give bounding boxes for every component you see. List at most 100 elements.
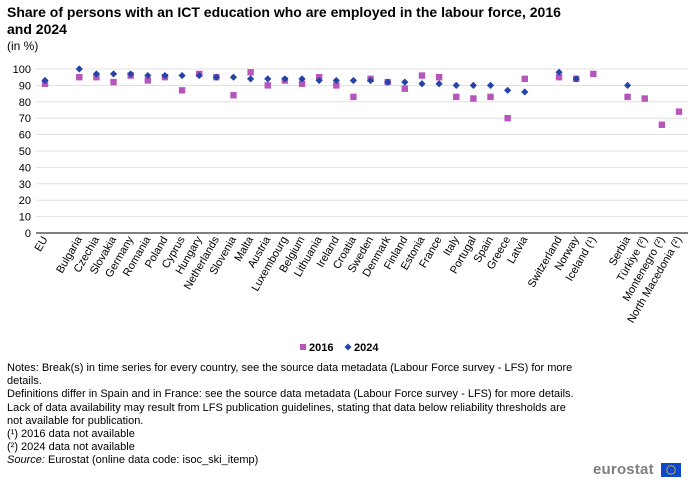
point-2024 bbox=[75, 65, 83, 73]
flag-star bbox=[666, 466, 669, 469]
eurostat-logo: eurostat bbox=[593, 461, 682, 479]
point-2016 bbox=[624, 93, 631, 101]
point-2016 bbox=[453, 93, 460, 101]
point-2016 bbox=[590, 70, 597, 78]
point-2016 bbox=[247, 69, 254, 76]
y-tick-label: 90 bbox=[19, 80, 31, 92]
point-2016 bbox=[658, 121, 666, 128]
legend-label-2016: 2016 bbox=[309, 342, 333, 354]
point-2024 bbox=[366, 76, 375, 85]
y-axis-ticks: 0 10 20 30 40 50 60 70 80 90 100 bbox=[13, 64, 31, 240]
point-2016 bbox=[521, 75, 528, 83]
flag-star bbox=[674, 466, 676, 469]
y-tick-label: 60 bbox=[19, 130, 31, 142]
flag-star bbox=[668, 472, 670, 475]
point-2016 bbox=[333, 82, 340, 89]
eu-flag-icon bbox=[661, 462, 682, 477]
point-2024 bbox=[384, 78, 392, 86]
chart-title: Share of persons with an ICT education w… bbox=[7, 4, 561, 37]
point-2016 bbox=[144, 77, 152, 84]
point-2016 bbox=[504, 115, 511, 122]
point-2024 bbox=[555, 68, 563, 76]
point-2016 bbox=[401, 85, 409, 92]
point-2024 bbox=[418, 80, 426, 88]
point-2024 bbox=[247, 75, 255, 83]
flag-star bbox=[674, 469, 677, 471]
point-2024 bbox=[486, 81, 495, 89]
point-2024 bbox=[92, 70, 101, 78]
y-tick-label: 40 bbox=[19, 162, 31, 174]
point-2024 bbox=[178, 71, 186, 80]
legend-marker-2016 bbox=[300, 344, 306, 350]
source-line: Source: Eurostat (online data code: isoc… bbox=[7, 454, 577, 467]
flag-star bbox=[674, 471, 676, 473]
point-2016 bbox=[230, 92, 237, 99]
y-tick-label: 10 bbox=[19, 212, 31, 224]
note-line: Definitions differ in Spain and in Franc… bbox=[7, 388, 574, 401]
point-2024 bbox=[349, 76, 358, 85]
point-2024 bbox=[229, 73, 238, 81]
point-2016 bbox=[470, 95, 477, 102]
point-2016 bbox=[418, 72, 426, 79]
note-line: Lack of data availability may result fro… bbox=[7, 401, 566, 427]
point-2024 bbox=[401, 78, 409, 86]
point-2016 bbox=[76, 74, 83, 81]
note-line: (¹) 2016 data not available bbox=[7, 428, 135, 441]
y-tick-label: 20 bbox=[19, 195, 31, 207]
point-2024 bbox=[264, 75, 272, 83]
flag-star bbox=[668, 465, 670, 467]
point-2016 bbox=[487, 93, 494, 101]
point-2016 bbox=[435, 74, 443, 81]
x-tick-label: EU bbox=[33, 234, 51, 253]
point-2024 bbox=[315, 76, 323, 85]
flag-star bbox=[666, 471, 669, 473]
point-2024 bbox=[212, 73, 220, 81]
notes-block: Notes: Break(s) in time series for every… bbox=[7, 362, 577, 468]
point-2016 bbox=[298, 80, 306, 87]
legend-marker-2024 bbox=[344, 343, 352, 351]
grid-lines bbox=[36, 68, 688, 234]
point-2016 bbox=[641, 95, 648, 102]
point-2024 bbox=[298, 75, 306, 83]
point-2016 bbox=[350, 93, 357, 101]
point-2024 bbox=[572, 75, 580, 83]
point-2024 bbox=[452, 81, 460, 89]
point-2024 bbox=[161, 71, 169, 80]
point-2024 bbox=[144, 71, 152, 80]
note-line: Notes: Break(s) in time series for every… bbox=[7, 362, 573, 388]
point-2024 bbox=[521, 88, 529, 96]
flag-star bbox=[666, 469, 668, 471]
flag-star bbox=[670, 473, 672, 475]
chart-unit: (in %) bbox=[7, 39, 39, 53]
source-label: Source: bbox=[7, 454, 45, 467]
legend-label-2024: 2024 bbox=[354, 342, 379, 354]
source-text: Eurostat (online data code: isoc_ski_ite… bbox=[44, 454, 259, 467]
note-line: (²) 2024 data not available bbox=[7, 441, 135, 454]
point-2024 bbox=[332, 76, 340, 85]
point-2024 bbox=[435, 80, 443, 88]
legend: 2016 2024 bbox=[300, 342, 379, 354]
y-tick-label: 70 bbox=[19, 113, 31, 125]
point-2024 bbox=[127, 70, 135, 78]
point-2016 bbox=[110, 78, 117, 86]
y-tick-label: 100 bbox=[13, 64, 31, 76]
flag-star bbox=[672, 472, 675, 475]
point-2024 bbox=[195, 71, 203, 80]
point-2024 bbox=[109, 70, 118, 78]
y-tick-label: 30 bbox=[19, 179, 31, 191]
point-2024 bbox=[623, 81, 632, 89]
point-2024 bbox=[281, 75, 289, 83]
x-axis-labels: EU BulgariaCzechiaSlovakiaGermanyRomaniaP… bbox=[33, 234, 685, 325]
y-tick-label: 80 bbox=[19, 97, 31, 109]
flag-star bbox=[672, 465, 675, 467]
logo-text: eurostat bbox=[593, 461, 654, 479]
point-2016 bbox=[675, 108, 683, 115]
point-2024 bbox=[469, 81, 477, 89]
point-2024 bbox=[41, 76, 49, 85]
data-points bbox=[41, 65, 683, 128]
point-2024 bbox=[504, 86, 512, 94]
point-2016 bbox=[264, 82, 271, 89]
flag-star bbox=[670, 464, 672, 467]
point-2016 bbox=[555, 74, 563, 81]
